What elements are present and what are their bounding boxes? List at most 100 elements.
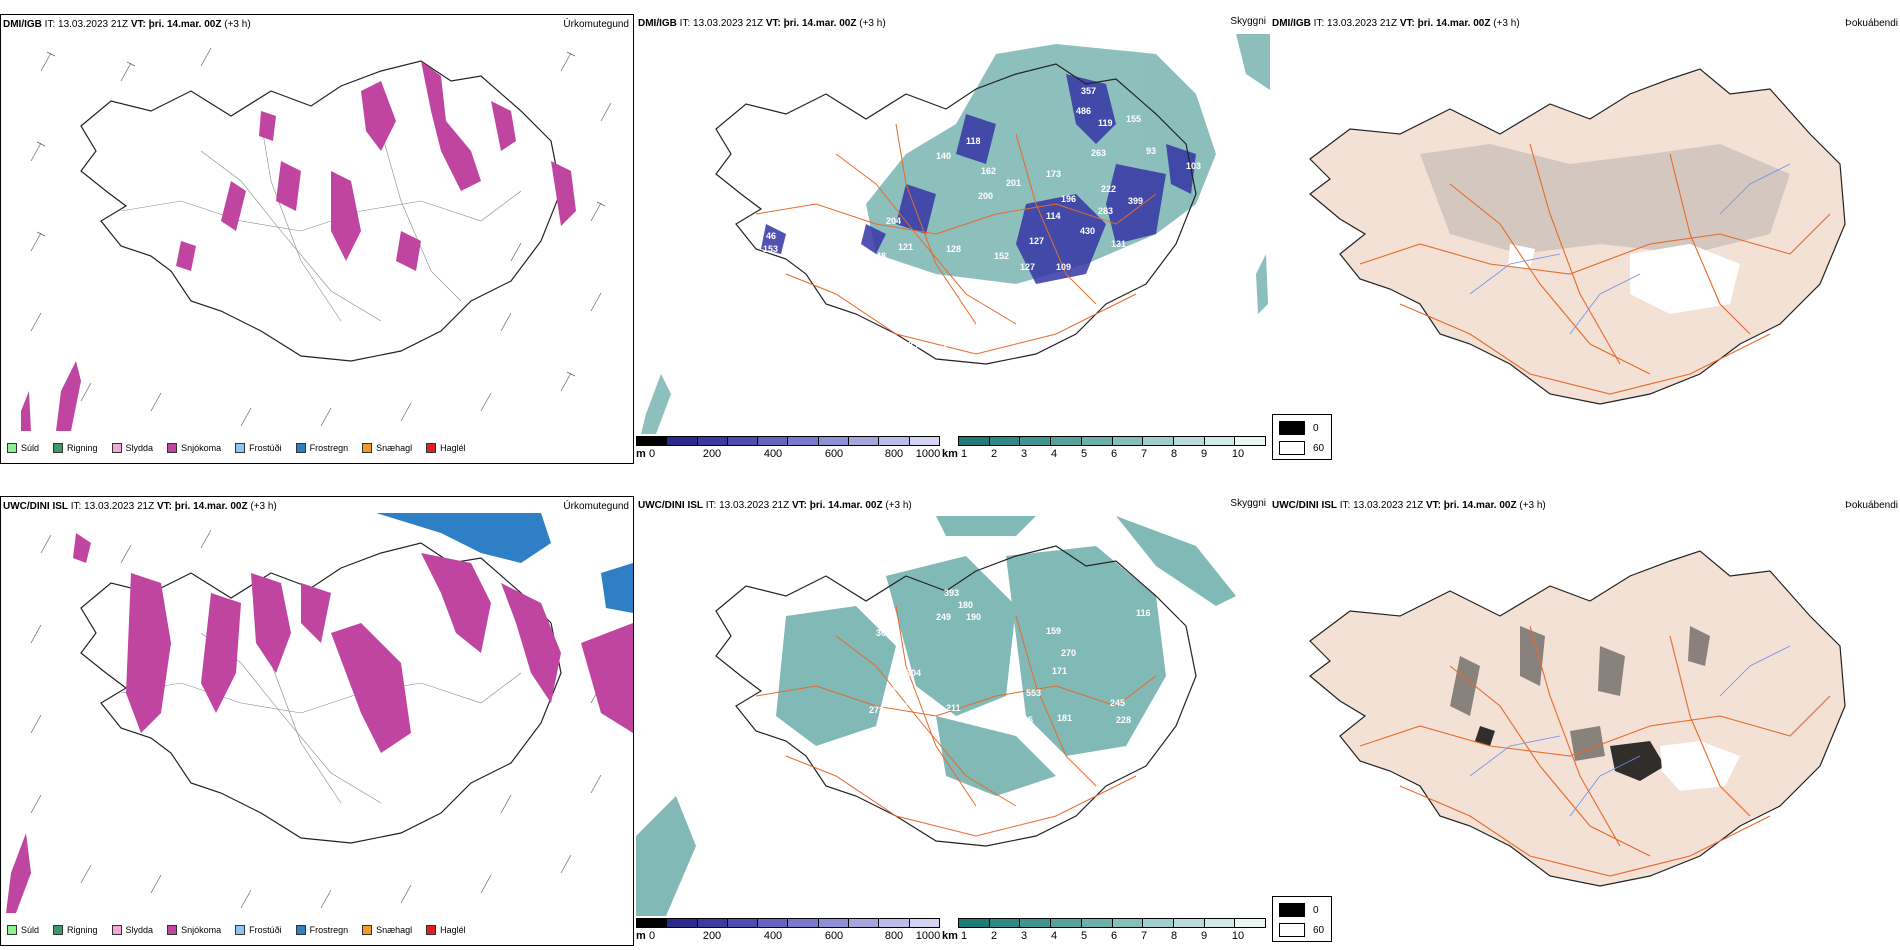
svg-text:222: 222 — [1101, 184, 1116, 194]
precip-type-panel-top: DMI/IGB IT: 13.03.2023 21Z VT: þri. 14.m… — [0, 14, 634, 464]
svg-text:173: 173 — [1046, 169, 1061, 179]
svg-text:204: 204 — [886, 216, 901, 226]
svg-text:118: 118 — [966, 136, 981, 146]
svg-text:283: 283 — [1098, 206, 1113, 216]
panel-header: UWC/DINI ISL IT: 13.03.2023 21Z VT: þri.… — [638, 500, 912, 511]
svg-text:270: 270 — [1061, 648, 1076, 658]
precip-legend: Súld Rigning Slydda Snjókoma Frostúði Fr… — [1, 439, 474, 457]
legend-item-frostudi: Frostúði — [235, 443, 282, 453]
ceiling-labels: 357 486 119 155 118 140 162 201 263 93 1… — [763, 86, 1201, 354]
ceiling-unit: m — [636, 448, 646, 460]
svg-text:162: 162 — [981, 166, 996, 176]
fog-panel-bottom: UWC/DINI ISL IT: 13.03.2023 21Z VT: þri.… — [1270, 496, 1900, 946]
svg-text:116: 116 — [1136, 608, 1151, 618]
low-ceiling-areas — [761, 74, 1196, 284]
roads — [755, 123, 1157, 355]
precip-map — [21, 47, 612, 431]
panel-header: DMI/IGB IT: 13.03.2023 21Z VT: þri. 14.m… — [638, 18, 886, 29]
svg-text:211: 211 — [946, 703, 961, 713]
legend-item-snaehagl: Snæhagl — [362, 443, 412, 453]
panel-title: Úrkomutegund — [563, 501, 629, 512]
svg-text:131: 131 — [1111, 239, 1126, 249]
svg-text:235: 235 — [1018, 715, 1033, 725]
visibility-colorbar — [958, 918, 1266, 928]
fog-map — [1309, 68, 1846, 405]
svg-text:152: 152 — [994, 251, 1009, 261]
ceiling-labels: 0 200 400 600 800 1000 — [648, 448, 941, 460]
visibility-map: 393 180 249 190 116 91 302 159 270 904 6… — [636, 516, 1236, 916]
svg-text:119: 119 — [1098, 118, 1113, 128]
svg-text:109: 109 — [1056, 262, 1071, 272]
svg-text:904: 904 — [906, 668, 921, 678]
svg-text:159: 159 — [1046, 626, 1061, 636]
legend-item-snjokoma: Snjókoma — [167, 443, 221, 453]
panel-header: UWC/DINI ISL IT: 13.03.2023 21Z VT: þri.… — [1272, 500, 1546, 511]
svg-text:273: 273 — [869, 705, 884, 715]
svg-text:228: 228 — [1116, 715, 1131, 725]
svg-text:17: 17 — [846, 268, 856, 278]
svg-text:399: 399 — [1128, 196, 1143, 206]
panel-title: Skyggni — [1230, 16, 1266, 27]
panel-title: Skyggni — [1230, 498, 1266, 509]
legend-item-frostregn: Frostregn — [295, 443, 348, 453]
ceiling-colorbar — [636, 918, 940, 928]
svg-text:127: 127 — [1029, 236, 1044, 246]
fog-panel-top: DMI/IGB IT: 13.03.2023 21Z VT: þri. 14.m… — [1270, 14, 1900, 464]
valid-time: þri. 14.mar. 00Z — [148, 19, 222, 30]
legend-item-rigning: Rigning — [53, 443, 98, 453]
svg-text:148: 148 — [871, 251, 886, 261]
svg-text:103: 103 — [1104, 264, 1119, 274]
svg-text:196: 196 — [1061, 194, 1076, 204]
svg-text:140: 140 — [936, 151, 951, 161]
svg-text:302: 302 — [876, 628, 891, 638]
svg-text:249: 249 — [936, 612, 951, 622]
panel-title: Úrkomutegund — [563, 19, 629, 30]
svg-text:155: 155 — [1126, 114, 1141, 124]
init-time: 13.03.2023 21Z — [58, 19, 129, 30]
svg-text:244: 244 — [932, 344, 947, 354]
visibility-colorbar — [958, 436, 1266, 446]
svg-text:17: 17 — [1144, 248, 1154, 258]
fog-legend: 0 60 — [1272, 896, 1332, 942]
svg-text:114: 114 — [1046, 211, 1061, 221]
forecast-offset: (+3 h) — [224, 19, 251, 30]
legend-item-sudl: Súld — [7, 443, 39, 453]
panel-header: DMI/IGB IT: 13.03.2023 21Z VT: þri. 14.m… — [1272, 18, 1520, 29]
panel-title: Þokuábendi — [1845, 500, 1898, 511]
svg-text:126: 126 — [994, 708, 1009, 718]
fog-legend: 0 60 — [1272, 414, 1332, 460]
svg-text:153: 153 — [763, 244, 778, 254]
svg-text:91: 91 — [1179, 612, 1189, 622]
snow-areas — [21, 61, 576, 431]
svg-text:13: 13 — [831, 226, 841, 236]
svg-text:127: 127 — [1020, 262, 1035, 272]
precip-type-panel-bottom: UWC/DINI ISL IT: 13.03.2023 21Z VT: þri.… — [0, 496, 634, 946]
svg-text:128: 128 — [946, 244, 961, 254]
visibility-panel-bottom: UWC/DINI ISL IT: 13.03.2023 21Z VT: þri.… — [636, 496, 1270, 946]
legend-item-haglel: Haglél — [426, 443, 466, 453]
svg-text:171: 171 — [1052, 666, 1067, 676]
svg-text:180: 180 — [958, 600, 973, 610]
panel-title: Þokuábendi — [1845, 18, 1898, 29]
iceland-outline — [80, 60, 562, 362]
svg-text:245: 245 — [1110, 698, 1125, 708]
visibility-labels: 1 2 3 4 5 6 7 8 9 10 — [960, 448, 1245, 460]
svg-text:486: 486 — [1076, 106, 1091, 116]
svg-text:430: 430 — [1080, 226, 1095, 236]
svg-text:357: 357 — [1081, 86, 1096, 96]
panel-header: UWC/DINI ISL IT: 13.03.2023 21Z VT: þri.… — [3, 501, 277, 512]
svg-text:317: 317 — [894, 698, 909, 708]
svg-text:93: 93 — [1146, 146, 1156, 156]
svg-text:201: 201 — [1006, 178, 1021, 188]
svg-text:553: 553 — [1026, 688, 1041, 698]
ceiling-colorbar — [636, 436, 940, 446]
precip-legend: Súld Rigning Slydda Snjókoma Frostúði Fr… — [1, 921, 474, 939]
svg-text:190: 190 — [966, 612, 981, 622]
svg-text:46: 46 — [766, 231, 776, 241]
svg-text:393: 393 — [944, 588, 959, 598]
model-name: UWC/DINI ISL — [3, 501, 68, 512]
svg-text:238: 238 — [908, 340, 923, 350]
svg-text:182: 182 — [873, 263, 888, 273]
svg-text:626: 626 — [893, 682, 908, 692]
visibility-map: 357 486 119 155 118 140 162 201 263 93 1… — [641, 34, 1270, 434]
